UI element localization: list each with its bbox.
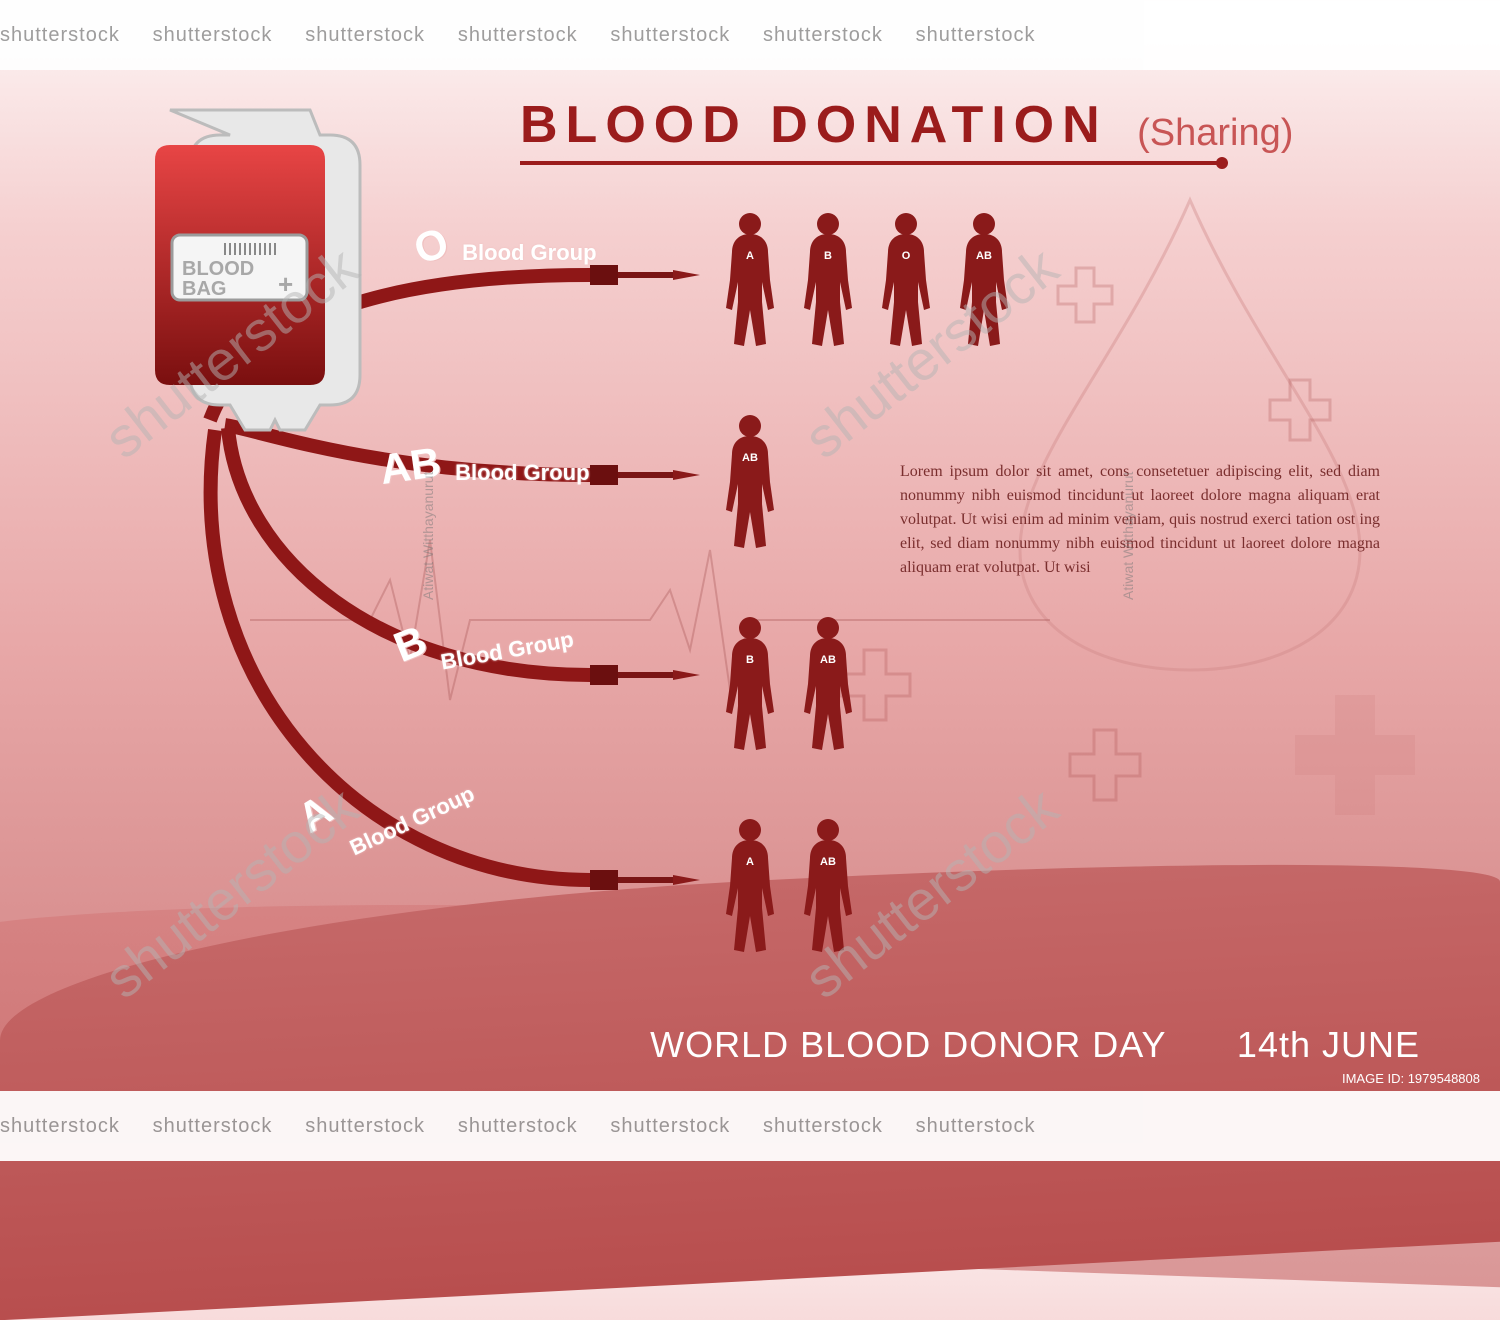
group-type: A xyxy=(290,786,341,843)
watermark-author: Atiwat Witthayanurut xyxy=(420,472,436,600)
wm-text: shutterstock shutterstock shutterstock s… xyxy=(0,24,1035,47)
watermark-bottom: shutterstock shutterstock shutterstock s… xyxy=(0,1091,1500,1161)
title-underline xyxy=(520,161,1220,165)
watermark-top: shutterstock shutterstock shutterstock s… xyxy=(0,0,1500,70)
bg-cross-filled-icon xyxy=(1280,680,1430,830)
recipient-row-o: A B O AB xyxy=(720,210,1014,350)
person-icon: AB xyxy=(720,412,780,552)
person-icon: AB xyxy=(954,210,1014,350)
group-label-ab: AB Blood Group xyxy=(380,442,590,490)
watermark-id: IMAGE ID: 1979548808 xyxy=(1342,1071,1480,1086)
group-text: Blood Group xyxy=(462,240,596,266)
person-icon: B xyxy=(720,614,780,754)
group-label-a: A Blood Group xyxy=(300,790,479,838)
recipient-row-b: B AB xyxy=(720,614,1014,754)
bag-plus: + xyxy=(278,269,293,299)
bg-cross-icon xyxy=(1260,370,1340,450)
title-main: BLOOD DONATION xyxy=(520,95,1108,155)
bg-cross-icon xyxy=(1050,260,1120,330)
person-icon: O xyxy=(876,210,936,350)
person-icon: A xyxy=(720,816,780,956)
title-area: BLOOD DONATION (Sharing) xyxy=(520,95,1293,165)
group-type: B xyxy=(387,616,433,672)
recipients-area: A B O AB AB B AB A AB xyxy=(720,210,1014,1018)
bg-cross-icon xyxy=(1060,720,1150,810)
blood-bag-icon: BLOOD BAG + xyxy=(110,105,370,435)
person-icon: AB xyxy=(798,816,858,956)
wm-text: shutterstock shutterstock shutterstock s… xyxy=(0,1115,1035,1138)
person-icon: A xyxy=(720,210,780,350)
person-icon: AB xyxy=(798,614,858,754)
group-label-o: O Blood Group xyxy=(415,222,597,270)
group-type: O xyxy=(408,218,455,274)
footer: WORLD BLOOD DONOR DAY 14th JUNE xyxy=(650,1024,1420,1066)
title-sharing: (Sharing) xyxy=(1137,112,1293,155)
recipient-row-a: A AB xyxy=(720,816,1014,956)
group-label-b: B Blood Group xyxy=(395,620,574,668)
footer-event: WORLD BLOOD DONOR DAY xyxy=(650,1024,1166,1065)
group-text: Blood Group xyxy=(346,781,479,861)
body-text: Lorem ipsum dolor sit amet, cons consete… xyxy=(900,460,1380,580)
person-icon: B xyxy=(798,210,858,350)
footer-date: 14th JUNE xyxy=(1237,1024,1420,1065)
group-text: Blood Group xyxy=(455,460,589,486)
bag-label-2: BAG xyxy=(182,278,226,300)
watermark-author: Atiwat Witthayanurut xyxy=(1120,472,1136,600)
bag-label-1: BLOOD xyxy=(182,258,254,280)
